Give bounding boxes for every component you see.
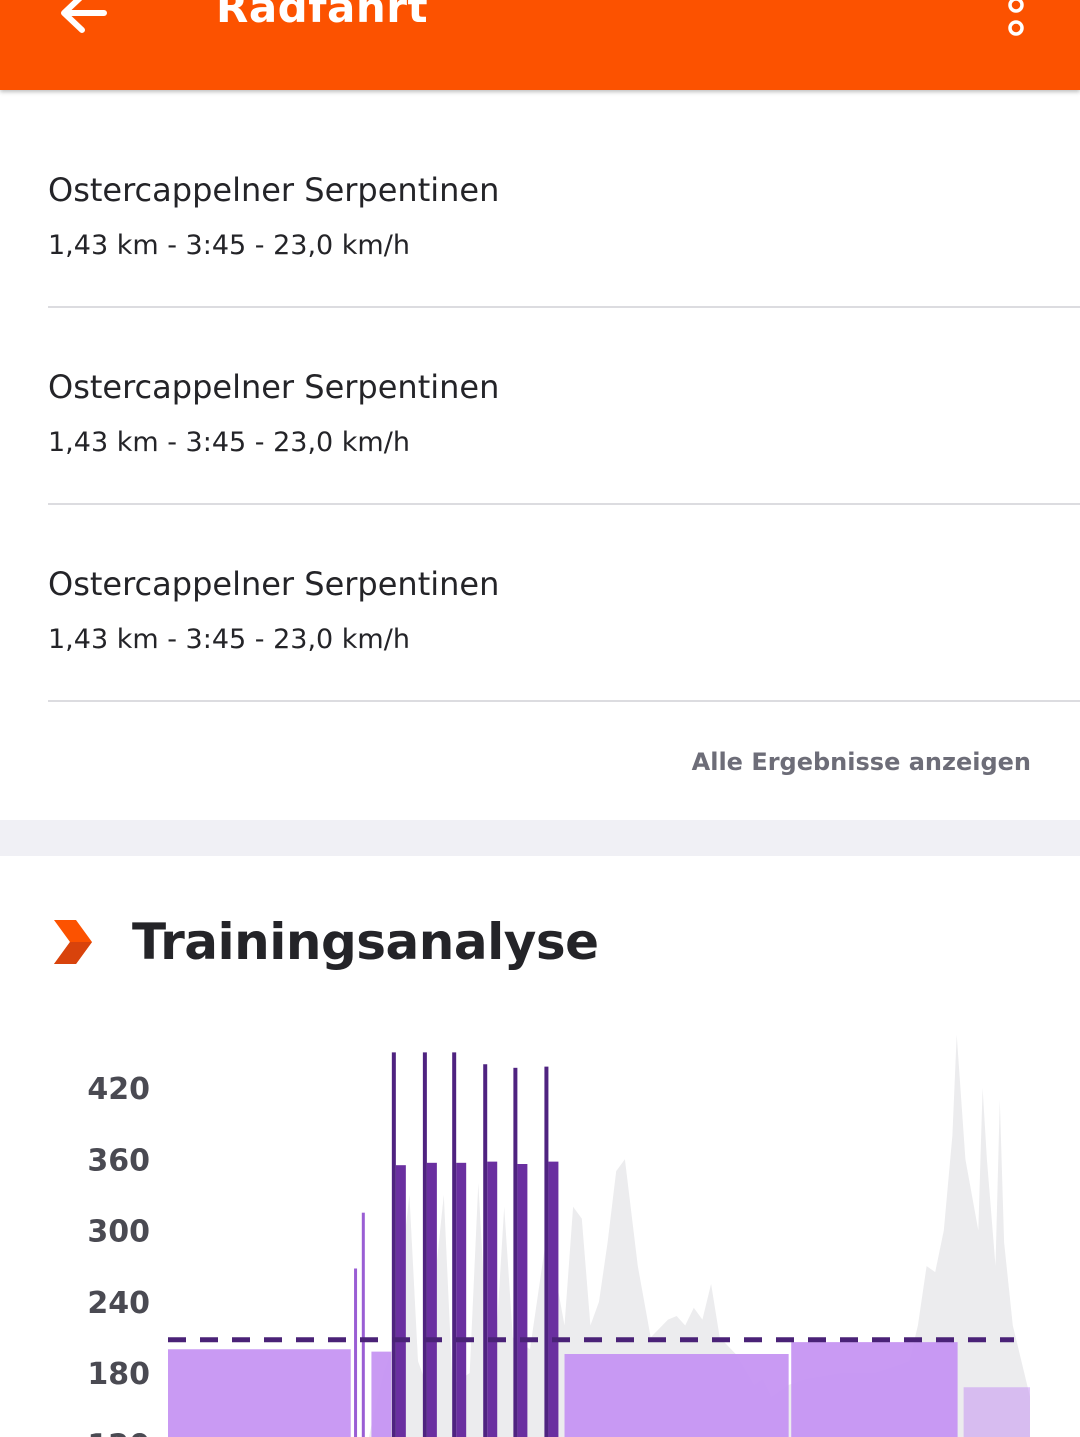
more-vertical-icon[interactable] [996, 0, 1036, 44]
chart-sprint-peak [452, 1052, 457, 1437]
segment-row[interactable]: Ostercappelner Serpentinen 1,43 km - 3:4… [48, 307, 1080, 505]
chart-sprint-peak [422, 1052, 427, 1437]
segment-stats: 1,43 km - 3:45 - 23,0 km/h [48, 230, 410, 261]
chart-bar [963, 1387, 1030, 1437]
chart-bar [564, 1354, 789, 1437]
chart-interval-line [354, 1268, 358, 1437]
chart-sprint-bar [395, 1165, 406, 1437]
power-chart: 420 360 300 240 180 120 [87, 1034, 1030, 1437]
chart-sprint-peak [391, 1052, 396, 1437]
segment-name: Ostercappelner Serpentinen [48, 368, 500, 406]
chart-bar [168, 1349, 351, 1437]
chart-bar [791, 1342, 958, 1437]
page-title: Radfahrt [216, 0, 429, 32]
y-tick-label: 120 [87, 1428, 150, 1437]
y-tick-label: 240 [87, 1286, 150, 1321]
chart-sprint-peak [513, 1067, 518, 1437]
section-divider [0, 820, 1080, 856]
chart-sprint-bar [456, 1162, 467, 1437]
arrow-left-icon[interactable] [56, 0, 116, 36]
all-results-link[interactable]: Alle Ergebnisse anzeigen [691, 748, 1031, 776]
chart-bar [371, 1351, 392, 1437]
segment-stats: 1,43 km - 3:45 - 23,0 km/h [48, 427, 410, 458]
section-title: Trainingsanalyse [132, 913, 599, 971]
y-tick-label: 300 [87, 1215, 150, 1250]
chevron-right-icon [54, 920, 92, 964]
y-tick-label: 360 [87, 1143, 150, 1178]
chart-sprint-bar [548, 1161, 559, 1437]
segment-row[interactable]: Ostercappelner Serpentinen 1,43 km - 3:4… [48, 110, 1080, 308]
segment-row[interactable]: Ostercappelner Serpentinen 1,43 km - 3:4… [48, 504, 1080, 702]
app-bar: Radfahrt [0, 0, 1080, 90]
y-tick-label: 180 [87, 1357, 150, 1392]
segment-name: Ostercappelner Serpentinen [48, 171, 500, 209]
chart-sprint-bar [426, 1162, 437, 1437]
chart-sprint-bar [487, 1161, 498, 1437]
segment-stats: 1,43 km - 3:45 - 23,0 km/h [48, 624, 410, 655]
segment-name: Ostercappelner Serpentinen [48, 565, 500, 603]
chart-sprint-peak [544, 1066, 549, 1437]
chart-interval-line [361, 1212, 365, 1437]
y-tick-label: 420 [87, 1072, 150, 1107]
chart-sprint-bar [517, 1164, 528, 1437]
chart-sprint-peak [483, 1064, 488, 1437]
